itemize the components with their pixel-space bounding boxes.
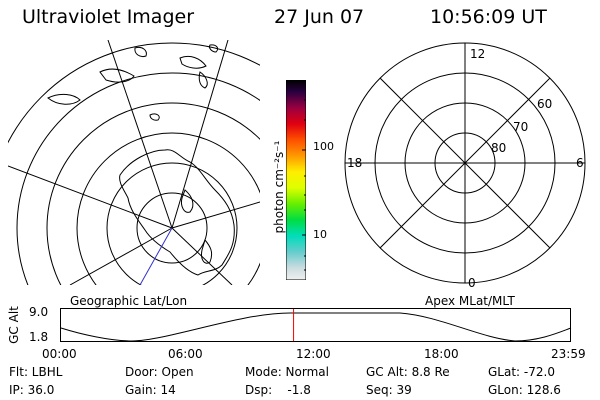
- coastline: [47, 93, 81, 105]
- polar-label-70: 70: [513, 120, 529, 134]
- longitude-line: [8, 165, 173, 229]
- gc-alt-status: GC Alt: 8.8 Re: [366, 365, 450, 379]
- longitude-line: [107, 40, 173, 229]
- timeline-ylabel: GC Alt: [7, 306, 21, 344]
- timeline-ytick-top: 9.0: [29, 305, 49, 319]
- timeline-xtick: 06:00: [168, 347, 203, 361]
- timeline-xtick: 00:00: [42, 347, 77, 361]
- timeline-plot: [60, 308, 572, 342]
- glat-status: GLat: -72.0: [488, 365, 555, 379]
- timeline-xtick: 12:00: [296, 347, 331, 361]
- polar-label-0: 0: [468, 276, 476, 290]
- altitude-curve: [60, 312, 572, 342]
- polar-label-80: 80: [491, 141, 507, 155]
- coastline: [134, 47, 147, 57]
- latitude-circle: [46, 102, 260, 285]
- door-status: Door: Open: [125, 365, 194, 379]
- coastline: [181, 189, 194, 213]
- filter-status: Flt: LBHL: [9, 365, 63, 379]
- mlt-line: [379, 77, 551, 249]
- seq-status: Seq: 39: [366, 383, 412, 397]
- colorbar-tick-10: 10: [313, 228, 327, 241]
- apex-panel-label: Apex MLat/MLT: [425, 294, 515, 308]
- time-label: 10:56:09 UT: [430, 6, 547, 28]
- polar-label-6: 6: [576, 156, 584, 170]
- glon-status: GLon: 128.6: [488, 383, 561, 397]
- latitude-circle: [136, 192, 208, 264]
- latitude-circle: [16, 72, 260, 285]
- timeline-xtick: 18:00: [424, 347, 459, 361]
- app-title: Ultraviolet Imager: [22, 6, 195, 28]
- polar-label-18: 18: [347, 156, 363, 170]
- footprint-track: [139, 227, 173, 285]
- polar-label-60: 60: [537, 97, 553, 111]
- colorbar: [286, 80, 306, 280]
- latitude-circle: [106, 162, 238, 285]
- ip-status: IP: 36.0: [9, 383, 55, 397]
- longitude-line: [69, 227, 173, 285]
- longitude-line: [171, 40, 229, 229]
- latitude-circle: [76, 132, 260, 285]
- timeline-ytick-bottom: 1.8: [29, 330, 49, 344]
- coastline: [209, 44, 219, 53]
- coastline: [99, 68, 135, 83]
- gain-status: Gain: 14: [125, 383, 176, 397]
- date-label: 27 Jun 07: [274, 6, 365, 28]
- longitude-line: [171, 201, 260, 229]
- colorbar-tick-100: 100: [313, 140, 334, 153]
- coastline: [149, 113, 160, 121]
- coastline: [119, 149, 235, 276]
- coastline: [179, 55, 207, 69]
- geographic-panel-label: Geographic Lat/Lon: [70, 294, 188, 308]
- timeline-frame: [60, 308, 571, 342]
- coastline: [198, 71, 208, 89]
- dsp-status: Dsp: -1.8: [245, 383, 311, 397]
- mode-status: Mode: Normal: [245, 365, 329, 379]
- polar-label-12: 12: [470, 47, 486, 61]
- timeline-xtick: 23:59: [551, 347, 586, 361]
- coastline: [201, 238, 213, 264]
- latitude-circle: [8, 42, 260, 144]
